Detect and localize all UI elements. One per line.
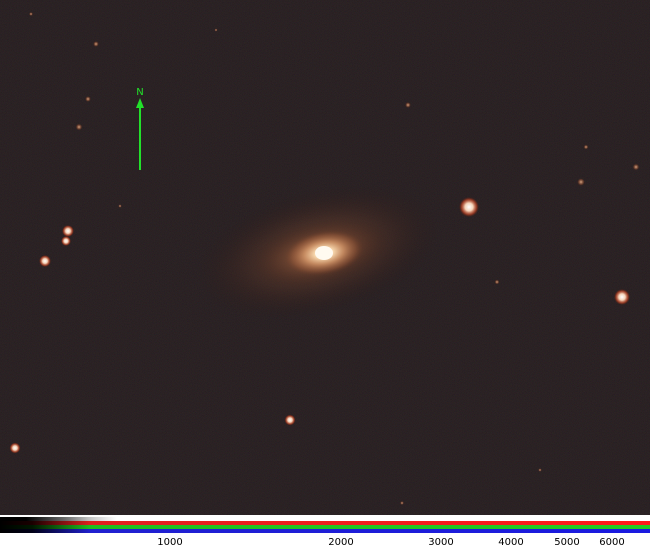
colorbar-tick: 1000 <box>157 537 183 548</box>
star <box>62 225 74 237</box>
star <box>583 144 589 150</box>
star <box>39 255 51 267</box>
star <box>214 28 218 32</box>
star <box>400 501 404 505</box>
colorbar-red <box>0 521 650 525</box>
colorbar-tick: 5000 <box>554 537 580 548</box>
colorbar-gray <box>0 517 650 521</box>
star <box>284 414 296 426</box>
galaxy-nucleus <box>315 246 333 260</box>
colorbar-tick: 2000 <box>328 537 354 548</box>
star <box>632 163 640 171</box>
colorbar-tick: 3000 <box>428 537 454 548</box>
colorbar-tick: 6000 <box>599 537 625 548</box>
star <box>29 12 33 16</box>
star <box>118 204 122 208</box>
star <box>405 102 411 108</box>
stars <box>9 12 640 505</box>
colorbar: 1000 2000 3000 4000 5000 6000 <box>0 515 650 550</box>
astronomical-image: N <box>0 0 650 515</box>
colorbar-tick: 4000 <box>498 537 524 548</box>
north-arrow-head <box>136 98 144 108</box>
star <box>61 236 71 246</box>
star <box>577 178 585 186</box>
star <box>93 41 99 47</box>
colorbar-strip <box>0 517 650 533</box>
star <box>459 197 479 217</box>
colorbar-green <box>0 525 650 529</box>
galaxy <box>195 184 441 320</box>
north-label: N <box>136 87 143 98</box>
star <box>75 123 83 131</box>
star <box>85 96 91 102</box>
star <box>614 289 630 305</box>
star <box>494 279 500 285</box>
colorbar-blue <box>0 529 650 533</box>
star <box>538 468 542 472</box>
north-arrow-icon: N <box>136 87 144 170</box>
star <box>9 442 21 454</box>
